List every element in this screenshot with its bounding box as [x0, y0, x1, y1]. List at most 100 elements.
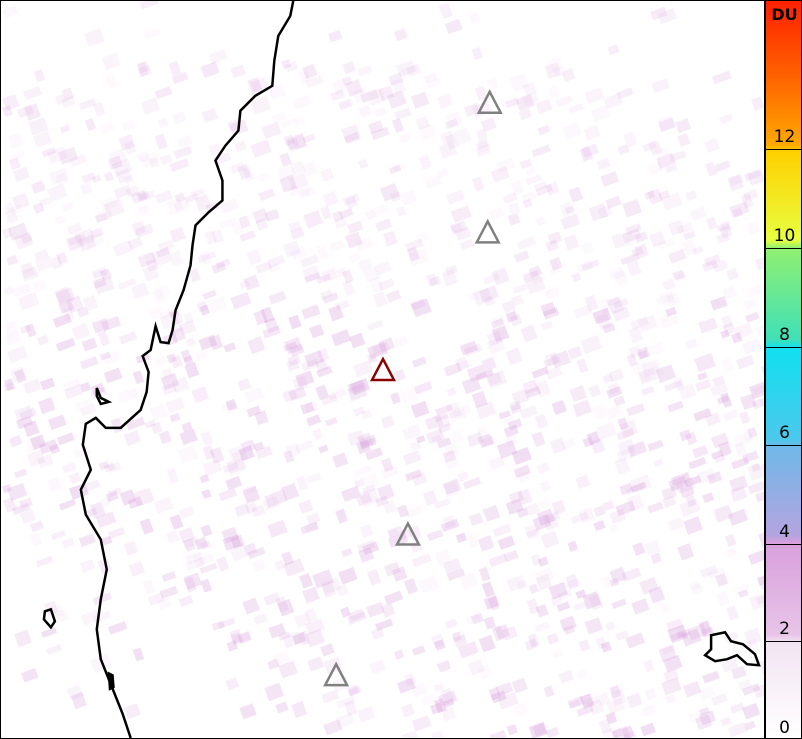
so2-cell	[12, 283, 32, 298]
so2-cell	[6, 254, 19, 266]
so2-cell	[626, 493, 645, 512]
so2-cell	[616, 87, 634, 100]
so2-cell	[22, 420, 40, 438]
so2-cell	[128, 561, 145, 577]
so2-cell	[506, 723, 519, 736]
so2-cell	[505, 498, 524, 515]
so2-cell	[356, 492, 373, 507]
so2-cell	[639, 576, 659, 595]
so2-cell	[455, 358, 473, 372]
so2-cell	[718, 441, 732, 457]
so2-cell	[365, 447, 383, 461]
so2-cell	[444, 264, 458, 276]
so2-cell	[154, 355, 168, 367]
so2-cell	[350, 378, 371, 396]
so2-cell	[668, 517, 684, 531]
so2-cell	[17, 292, 40, 311]
so2-cell	[238, 445, 255, 462]
so2-cell	[288, 185, 300, 197]
so2-cell	[68, 482, 89, 500]
so2-cell	[169, 158, 190, 173]
so2-cell	[312, 569, 334, 589]
so2-cell	[353, 360, 374, 378]
so2-cell	[509, 73, 530, 92]
so2-cell	[375, 218, 393, 232]
so2-cell	[478, 634, 496, 653]
volcano-markers	[323, 89, 503, 687]
so2-cell	[254, 410, 269, 426]
so2-cell	[496, 439, 518, 459]
so2-cell	[347, 383, 368, 402]
so2-cell	[552, 649, 564, 659]
so2-cell	[362, 472, 380, 490]
so2-cell	[625, 483, 645, 496]
so2-cell	[650, 552, 662, 564]
so2-cell	[405, 63, 422, 78]
so2-cell	[403, 673, 417, 687]
so2-cell	[213, 152, 232, 166]
so2-cell	[356, 439, 372, 455]
so2-cell	[342, 269, 354, 284]
so2-cell	[449, 220, 468, 235]
so2-cell	[707, 471, 723, 485]
so2-cell	[545, 239, 559, 252]
so2-cell	[253, 441, 265, 452]
so2-cell	[630, 481, 647, 493]
so2-cell	[730, 702, 745, 714]
so2-cell	[694, 352, 716, 373]
so2-cell	[304, 400, 319, 415]
so2-cell	[13, 166, 30, 182]
so2-cell	[679, 484, 695, 499]
so2-cell	[424, 175, 443, 189]
so2-cell	[711, 692, 728, 706]
so2-cell	[316, 365, 333, 378]
so2-cell	[723, 409, 739, 422]
so2-cell	[628, 326, 644, 344]
so2-cell	[295, 370, 315, 388]
so2-cell	[507, 418, 523, 431]
so2-cell	[37, 397, 56, 415]
so2-cell	[658, 190, 671, 201]
so2-cell	[742, 338, 762, 355]
so2-cell	[305, 628, 325, 648]
so2-cell	[155, 246, 171, 258]
so2-cell	[268, 262, 281, 273]
so2-cell	[510, 180, 525, 196]
so2-cell	[250, 77, 268, 93]
so2-cell	[154, 190, 173, 204]
so2-cell	[590, 438, 606, 454]
so2-cell	[728, 508, 749, 526]
so2-cell	[84, 117, 97, 131]
so2-cell	[581, 241, 595, 255]
so2-cell	[274, 559, 285, 571]
so2-cell	[445, 401, 462, 420]
so2-cell	[547, 231, 563, 245]
so2-cell	[367, 341, 389, 360]
so2-cell	[300, 521, 319, 535]
so2-cell	[716, 441, 733, 457]
so2-cell	[322, 292, 339, 304]
so2-cell	[511, 446, 533, 465]
colorbar-tick-label: 6	[779, 423, 790, 443]
so2-cell	[401, 730, 419, 738]
so2-cell	[451, 404, 471, 419]
so2-cell	[497, 535, 516, 550]
so2-cell	[670, 475, 684, 492]
so2-cell	[46, 146, 68, 164]
so2-cell	[468, 512, 484, 526]
so2-cell	[115, 168, 133, 184]
so2-cell	[371, 126, 390, 141]
so2-cell	[342, 61, 356, 75]
so2-cell	[82, 479, 101, 493]
so2-cell	[456, 471, 469, 483]
so2-cell	[451, 631, 463, 642]
so2-cell	[3, 286, 14, 296]
so2-cell	[18, 497, 33, 510]
so2-cell	[268, 82, 286, 100]
so2-cell	[171, 376, 190, 394]
so2-cell	[41, 147, 57, 158]
so2-cell	[251, 504, 266, 518]
so2-cell	[430, 730, 446, 738]
so2-cell	[80, 609, 101, 626]
so2-cell	[400, 703, 416, 718]
